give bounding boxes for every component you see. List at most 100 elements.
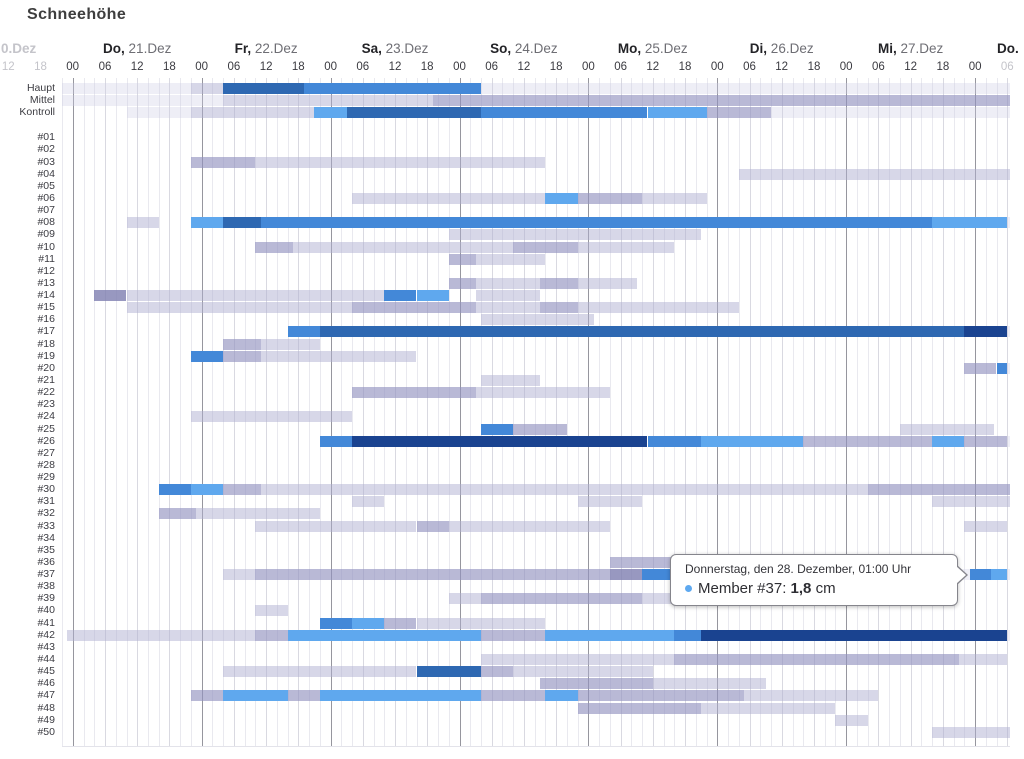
heatmap-segment[interactable]	[196, 508, 320, 520]
heatmap-segment[interactable]	[480, 106, 648, 118]
heatmap-segment[interactable]	[480, 82, 1010, 94]
heatmap-segment[interactable]	[126, 106, 191, 118]
heatmap-segment[interactable]	[260, 338, 320, 350]
heatmap-segment[interactable]	[126, 217, 159, 229]
heatmap-segment[interactable]	[867, 484, 1010, 496]
heatmap-segment[interactable]	[609, 556, 675, 568]
heatmap-segment[interactable]	[255, 156, 546, 168]
heatmap-segment[interactable]	[540, 302, 578, 314]
heatmap-segment[interactable]	[577, 702, 702, 714]
heatmap-segment[interactable]	[652, 678, 766, 690]
heatmap-segment[interactable]	[190, 690, 224, 702]
heatmap-segment[interactable]	[744, 690, 879, 702]
heatmap-segment[interactable]	[540, 678, 653, 690]
heatmap-segment[interactable]	[255, 629, 288, 641]
heatmap-segment[interactable]	[475, 253, 546, 265]
heatmap-segment[interactable]	[835, 714, 868, 726]
heatmap-segment[interactable]	[932, 726, 1010, 738]
heatmap-segment[interactable]	[223, 94, 433, 106]
heatmap-segment[interactable]	[964, 435, 1008, 447]
heatmap-segment[interactable]	[701, 629, 1008, 641]
heatmap-segment[interactable]	[771, 106, 1010, 118]
heatmap-segment[interactable]	[964, 520, 1008, 532]
heatmap-segment[interactable]	[416, 290, 449, 301]
heatmap-segment[interactable]	[991, 569, 1008, 581]
heatmap-segment[interactable]	[577, 690, 745, 702]
heatmap-segment[interactable]	[223, 350, 261, 362]
heatmap-segment[interactable]	[513, 423, 567, 435]
heatmap-segment[interactable]	[255, 520, 417, 532]
heatmap-segment[interactable]	[577, 277, 637, 289]
heatmap-segment[interactable]	[126, 302, 353, 314]
heatmap-segment[interactable]	[223, 338, 261, 350]
heatmap-segment[interactable]	[480, 690, 546, 702]
heatmap-segment[interactable]	[642, 569, 675, 581]
heatmap-segment[interactable]	[1007, 362, 1010, 374]
heatmap-segment[interactable]	[609, 569, 643, 581]
heatmap-segment[interactable]	[287, 326, 320, 338]
heatmap-segment[interactable]	[1007, 217, 1010, 229]
heatmap-segment[interactable]	[158, 484, 191, 496]
heatmap-segment[interactable]	[352, 387, 476, 399]
heatmap-segment[interactable]	[260, 350, 417, 362]
heatmap-segment[interactable]	[432, 94, 1010, 106]
heatmap-segment[interactable]	[352, 617, 385, 629]
heatmap-segment[interactable]	[255, 605, 288, 617]
heatmap-segment[interactable]	[62, 82, 191, 94]
heatmap-segment[interactable]	[190, 156, 256, 168]
heatmap-segment[interactable]	[480, 593, 642, 605]
heatmap-segment[interactable]	[674, 654, 959, 665]
heatmap-segment[interactable]	[352, 435, 648, 447]
heatmap-segment[interactable]	[1007, 435, 1010, 447]
heatmap-segment[interactable]	[319, 617, 352, 629]
heatmap-segment[interactable]	[303, 82, 481, 94]
heatmap-segment[interactable]	[647, 106, 707, 118]
heatmap-segment[interactable]	[448, 520, 610, 532]
heatmap-segment[interactable]	[416, 617, 546, 629]
heatmap-segment[interactable]	[545, 629, 675, 641]
heatmap-segment[interactable]	[701, 702, 836, 714]
heatmap-segment[interactable]	[319, 326, 965, 338]
heatmap-segment[interactable]	[899, 423, 994, 435]
heatmap-segment[interactable]	[701, 435, 804, 447]
heatmap-segment[interactable]	[223, 82, 304, 94]
heatmap-segment[interactable]	[480, 314, 594, 326]
heatmap-segment[interactable]	[513, 666, 653, 678]
heatmap-segment[interactable]	[577, 302, 739, 314]
heatmap-segment[interactable]	[642, 193, 707, 204]
heatmap-segment[interactable]	[223, 569, 256, 581]
heatmap-segment[interactable]	[674, 629, 702, 641]
heatmap-segment[interactable]	[223, 666, 417, 678]
heatmap-segment[interactable]	[448, 277, 476, 289]
heatmap-segment[interactable]	[190, 106, 315, 118]
heatmap-segment[interactable]	[738, 168, 1010, 180]
heatmap-segment[interactable]	[260, 217, 933, 229]
heatmap-segment[interactable]	[223, 484, 261, 496]
heatmap-segment[interactable]	[540, 277, 578, 289]
heatmap-segment[interactable]	[260, 484, 868, 496]
heatmap-segment[interactable]	[577, 241, 675, 253]
heatmap-segment[interactable]	[513, 241, 578, 253]
heatmap-segment[interactable]	[448, 229, 702, 241]
heatmap-segment[interactable]	[577, 496, 643, 508]
heatmap-segment[interactable]	[67, 629, 256, 641]
heatmap-segment[interactable]	[1007, 569, 1010, 581]
heatmap-segment[interactable]	[1007, 629, 1010, 641]
heatmap-segment[interactable]	[475, 387, 610, 399]
heatmap-segment[interactable]	[319, 435, 352, 447]
heatmap-segment[interactable]	[352, 496, 385, 508]
heatmap-segment[interactable]	[314, 106, 347, 118]
heatmap-segment[interactable]	[126, 290, 385, 301]
heatmap-segment[interactable]	[158, 508, 197, 520]
heatmap-segment[interactable]	[94, 290, 127, 301]
heatmap-segment[interactable]	[190, 411, 352, 423]
heatmap-segment[interactable]	[480, 423, 514, 435]
heatmap-segment[interactable]	[1007, 326, 1010, 338]
heatmap-segment[interactable]	[319, 690, 481, 702]
heatmap-segment[interactable]	[475, 302, 541, 314]
heatmap-segment[interactable]	[545, 193, 578, 204]
heatmap-segment[interactable]	[255, 241, 293, 253]
heatmap-segment[interactable]	[480, 654, 675, 665]
heatmap-segment[interactable]	[480, 374, 540, 386]
heatmap-segment[interactable]	[996, 362, 1008, 374]
